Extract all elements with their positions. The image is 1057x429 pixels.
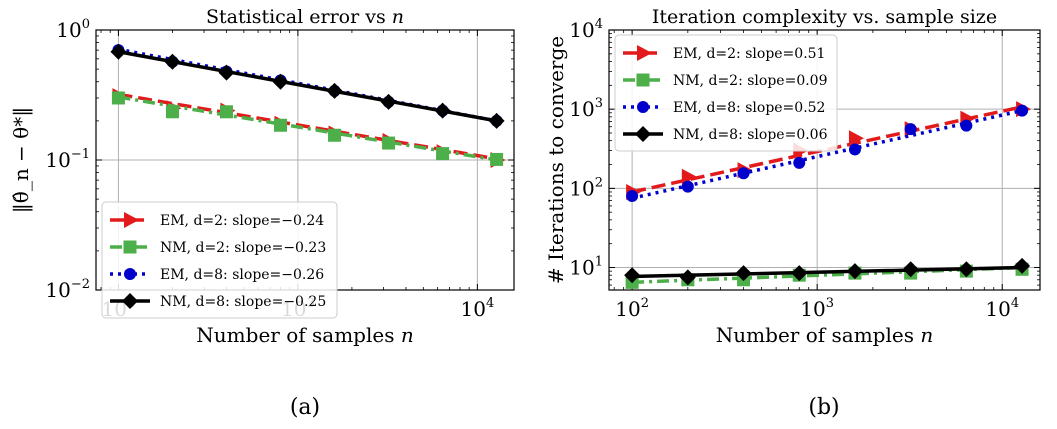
series-fit-line xyxy=(631,108,1023,200)
chart-panel-2: 102 103 104 101 102 103 104 EM, d=2: slope=0.51… xyxy=(544,6,1041,420)
legend-label: NM, d=8: slope=−0.25 xyxy=(160,294,326,310)
axes-frame xyxy=(608,29,1041,291)
data-point xyxy=(272,73,289,90)
data-point xyxy=(681,180,694,193)
data-point xyxy=(626,190,639,203)
panel-caption: (b) xyxy=(808,395,839,420)
x-axis-label: Number of samples n xyxy=(196,323,413,347)
legend-marker xyxy=(637,101,649,113)
data-point xyxy=(326,82,343,99)
legend-label: EM, d=8: slope=0.52 xyxy=(673,100,825,116)
series-fit-line xyxy=(632,265,1023,279)
data-point xyxy=(434,102,451,119)
series-fit-line xyxy=(118,50,497,123)
data-point xyxy=(1016,104,1029,117)
legend-label: EM, d=2: slope=0.51 xyxy=(673,46,825,62)
chart-title: Statistical error vs n xyxy=(206,6,404,28)
series-2 xyxy=(111,91,504,166)
y-tick-label-2: 100 xyxy=(56,17,90,42)
legend: EM, d=2: slope=−0.24 NM, d=2: slope=−0.23… xyxy=(101,201,338,319)
data-point xyxy=(902,261,919,278)
legend-marker xyxy=(636,73,650,87)
y-tick-label-0: 10−2 xyxy=(45,277,90,302)
x-axis-label: Number of samples n xyxy=(716,323,933,347)
legend-marker xyxy=(122,293,138,309)
data-point xyxy=(488,112,505,129)
series-3 xyxy=(626,104,1029,203)
data-point xyxy=(624,267,641,284)
data-point xyxy=(110,43,127,60)
legend-marker xyxy=(637,45,652,61)
data-point xyxy=(274,118,288,132)
data-point xyxy=(219,105,233,119)
data-point xyxy=(111,91,125,105)
x-tick-label-2: 104 xyxy=(985,296,1019,321)
y-tick-label-3: 104 xyxy=(569,17,603,42)
y-tick-label-1: 102 xyxy=(569,175,603,200)
data-point xyxy=(681,168,697,185)
data-point xyxy=(490,152,504,166)
series-fit-line xyxy=(118,92,497,161)
x-tick-label-0: 102 xyxy=(615,296,649,321)
series-fit-line xyxy=(631,105,1023,194)
data-point xyxy=(848,130,864,147)
data-point xyxy=(164,53,181,70)
data-point xyxy=(958,261,975,278)
panel-caption: (a) xyxy=(290,395,320,420)
y-axis-label: # Iterations to converge xyxy=(544,36,568,284)
y-axis-label: ‖θ̂_n − θ*‖ xyxy=(9,107,34,213)
series-fit-line xyxy=(118,95,497,162)
plot-area xyxy=(110,43,506,168)
data-point xyxy=(848,143,861,156)
data-point xyxy=(737,167,750,180)
data-point xyxy=(328,128,342,142)
data-point xyxy=(791,265,808,282)
data-point xyxy=(165,105,179,119)
legend-label: NM, d=2: slope=0.09 xyxy=(673,73,828,89)
data-point xyxy=(218,64,235,81)
series-4 xyxy=(110,43,505,129)
legend-marker xyxy=(124,212,139,228)
y-tick-label-1: 10−1 xyxy=(45,147,90,172)
data-point xyxy=(436,147,450,161)
legend-marker xyxy=(635,126,651,142)
y-tick-label-2: 103 xyxy=(569,96,603,121)
data-point xyxy=(846,263,863,280)
data-point xyxy=(380,93,397,110)
x-tick-label-2: 104 xyxy=(460,296,494,321)
series-4 xyxy=(624,257,1031,286)
data-point xyxy=(904,123,917,136)
legend-label: EM, d=8: slope=−0.26 xyxy=(160,267,324,283)
legend-frame xyxy=(614,34,838,152)
data-point xyxy=(960,119,973,132)
data-point xyxy=(793,156,806,169)
legend-label: NM, d=2: slope=−0.23 xyxy=(160,240,326,256)
legend-marker xyxy=(123,240,137,254)
chart-title: Iteration complexity vs. sample size xyxy=(652,6,997,28)
y-tick-label-0: 101 xyxy=(569,255,603,280)
legend-label: NM, d=8: slope=0.06 xyxy=(673,127,828,143)
legend: EM, d=2: slope=0.51 NM, d=2: slope=0.09 EM… xyxy=(614,34,838,152)
data-point xyxy=(382,136,396,150)
data-point xyxy=(735,265,752,282)
data-point xyxy=(1014,257,1031,274)
legend-label: EM, d=2: slope=−0.24 xyxy=(160,213,324,229)
plot-area xyxy=(624,101,1032,289)
data-point xyxy=(679,269,696,286)
legend-marker xyxy=(124,268,136,280)
legend-frame xyxy=(101,201,338,319)
x-tick-label-1: 103 xyxy=(800,296,834,321)
